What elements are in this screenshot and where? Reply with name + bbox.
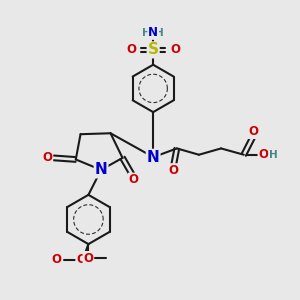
Text: S: S bbox=[148, 42, 159, 57]
Text: H: H bbox=[142, 28, 151, 38]
Text: N: N bbox=[95, 162, 107, 177]
Text: H: H bbox=[269, 150, 278, 160]
Text: N: N bbox=[147, 150, 160, 165]
Text: O: O bbox=[168, 164, 178, 177]
Text: O: O bbox=[249, 125, 259, 138]
Text: O: O bbox=[51, 254, 61, 266]
Text: O: O bbox=[258, 148, 268, 161]
Text: O: O bbox=[126, 44, 136, 56]
Text: H: H bbox=[155, 28, 164, 38]
Text: O: O bbox=[42, 152, 52, 164]
Text: O: O bbox=[129, 173, 139, 187]
Text: O: O bbox=[76, 254, 86, 266]
Text: N: N bbox=[148, 26, 158, 39]
Text: O: O bbox=[83, 252, 93, 265]
Text: O: O bbox=[170, 44, 180, 56]
